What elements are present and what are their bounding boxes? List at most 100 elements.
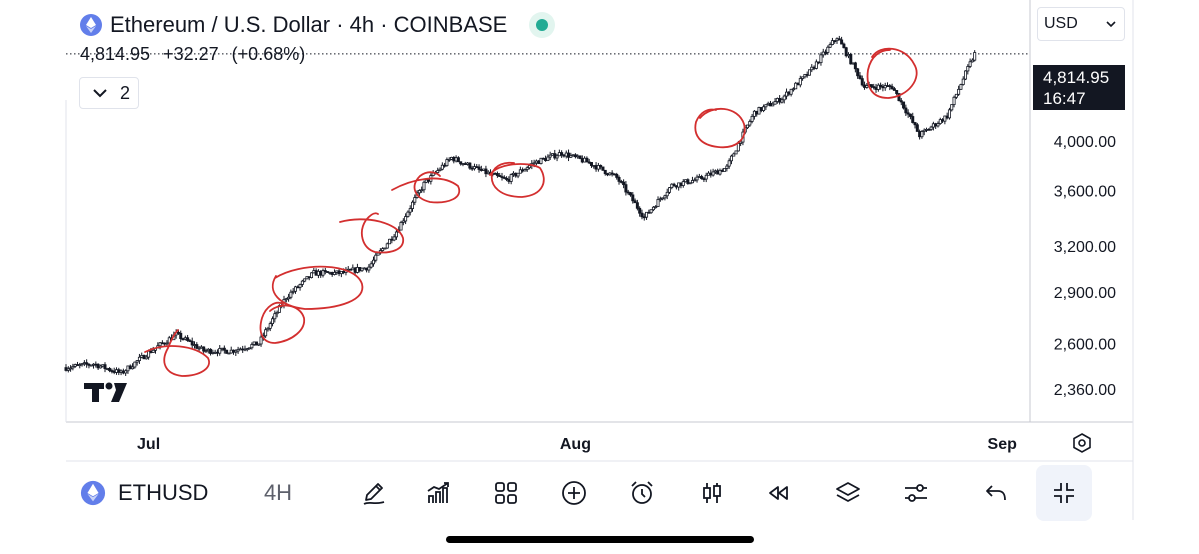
candle — [383, 247, 387, 250]
chart-settings-button[interactable] — [1070, 431, 1094, 455]
candle — [119, 369, 123, 376]
candle — [833, 40, 837, 44]
ethereum-logo-icon — [80, 480, 106, 506]
candle — [785, 88, 789, 100]
candle — [401, 218, 405, 226]
candle — [674, 185, 678, 190]
candle — [424, 179, 428, 184]
candle — [750, 113, 754, 124]
candle — [165, 340, 169, 347]
candle — [406, 210, 410, 218]
candle — [537, 159, 541, 164]
symbol-label: ETHUSD — [118, 480, 209, 505]
candle — [213, 349, 217, 355]
candle — [163, 342, 167, 346]
candle — [404, 213, 408, 225]
candle — [241, 345, 245, 353]
indicators-count: 2 — [120, 82, 131, 103]
candle — [289, 289, 293, 300]
candle — [945, 112, 949, 120]
candle — [670, 183, 674, 190]
symbol-search-button[interactable]: ETHUSD — [80, 472, 208, 514]
candle — [94, 361, 98, 368]
chart-settings-toolbar-button[interactable] — [898, 472, 934, 514]
candle — [573, 153, 577, 159]
price-tag-value: 4,814.95 — [1043, 68, 1110, 87]
candle — [775, 97, 779, 104]
candle — [899, 98, 903, 106]
candle — [677, 182, 681, 191]
candle — [651, 206, 655, 212]
layouts-button[interactable] — [488, 472, 524, 514]
candle — [500, 172, 504, 181]
candle — [853, 61, 857, 73]
candle — [624, 181, 628, 196]
candle — [851, 62, 855, 65]
candle — [587, 158, 591, 165]
candle — [679, 182, 683, 189]
candle — [925, 127, 929, 133]
candle — [525, 166, 529, 172]
candle — [766, 101, 770, 106]
chart-type-button[interactable] — [694, 472, 730, 514]
y-tick-label: 3,200.00 — [1054, 239, 1116, 256]
candle — [817, 61, 821, 65]
candle — [840, 36, 844, 45]
candle — [390, 236, 394, 244]
indicators-toggle-button[interactable]: 2 — [79, 77, 139, 109]
candle — [803, 73, 807, 79]
candle — [181, 337, 185, 341]
candle — [298, 283, 302, 291]
candle — [303, 278, 307, 283]
objects-tree-button[interactable] — [830, 472, 866, 514]
candle — [516, 172, 520, 179]
candle — [468, 162, 472, 170]
candle — [787, 91, 791, 97]
alerts-button[interactable] — [624, 472, 660, 514]
candle — [479, 165, 483, 172]
candle — [716, 168, 720, 175]
candle — [672, 182, 676, 187]
candle — [160, 340, 164, 345]
candle — [314, 268, 318, 276]
candle — [300, 279, 304, 288]
candle — [681, 179, 685, 188]
candle — [188, 338, 192, 343]
candle — [73, 363, 77, 368]
candle — [562, 154, 566, 158]
candle — [388, 238, 392, 245]
y-tick-label: 3,600.00 — [1054, 184, 1116, 201]
drawing-tools-button[interactable] — [356, 472, 392, 514]
candle — [284, 297, 288, 303]
undo-button[interactable] — [978, 472, 1014, 514]
candle — [511, 171, 515, 177]
candle — [450, 156, 454, 161]
candle — [608, 172, 612, 176]
interval-button[interactable]: 4H — [263, 480, 293, 505]
market-status-icon[interactable] — [529, 12, 556, 38]
candle — [227, 352, 231, 355]
fullscreen-exit-button[interactable] — [1036, 465, 1092, 521]
candle — [296, 285, 300, 289]
candle — [805, 71, 809, 78]
candle — [571, 154, 575, 157]
grid-icon — [495, 482, 517, 504]
replay-button[interactable] — [760, 472, 796, 514]
candle — [970, 58, 974, 63]
candle — [443, 162, 447, 168]
candle — [266, 326, 270, 332]
candle — [812, 65, 816, 71]
candle — [420, 186, 424, 193]
candle — [98, 364, 102, 369]
currency-select[interactable]: USD — [1037, 7, 1125, 41]
candle — [778, 95, 782, 105]
candle — [557, 149, 561, 157]
indicators-button[interactable] — [420, 472, 456, 514]
candle — [695, 174, 699, 183]
candle — [874, 83, 878, 93]
candle — [663, 194, 667, 201]
candle — [821, 48, 825, 58]
candle — [645, 211, 649, 220]
add-button[interactable] — [556, 472, 592, 514]
